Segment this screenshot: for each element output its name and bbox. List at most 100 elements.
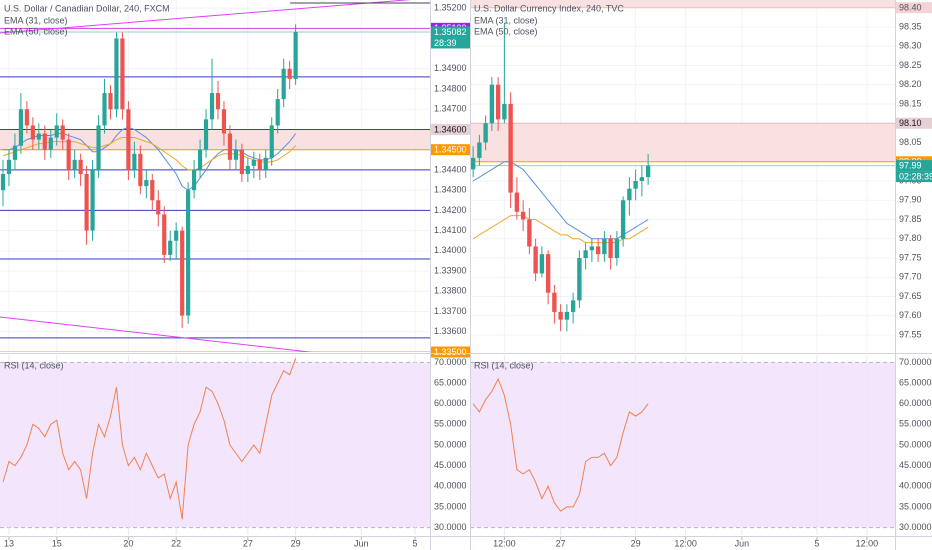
candle-body bbox=[614, 238, 620, 259]
rsi-tick-label: 55.0000 bbox=[434, 419, 467, 429]
countdown-tag bbox=[431, 37, 470, 49]
price-tag-label: 1.34500 bbox=[434, 145, 467, 155]
drawings bbox=[0, 0, 430, 352]
y-tick-label: 97.75 bbox=[899, 252, 922, 262]
y-tick-label: 1.33800 bbox=[434, 286, 467, 296]
candle-body bbox=[275, 99, 280, 126]
candle-body bbox=[239, 149, 244, 174]
price-tag bbox=[896, 160, 932, 172]
candle-body bbox=[502, 103, 507, 120]
candle-body bbox=[156, 200, 161, 215]
candle-body bbox=[639, 177, 645, 182]
candle-body bbox=[533, 246, 538, 274]
countdown-tag bbox=[896, 171, 932, 183]
rsi-tick-label: 60.0000 bbox=[434, 398, 467, 408]
zone bbox=[470, 123, 895, 162]
rsi-band bbox=[470, 362, 895, 528]
y-tick-label: 98.05 bbox=[899, 137, 922, 147]
candle-body bbox=[114, 38, 119, 110]
candle-body bbox=[30, 125, 35, 140]
candle-body bbox=[489, 84, 495, 124]
candle-body bbox=[12, 145, 18, 160]
candle-body bbox=[126, 109, 131, 170]
rsi-tick-label: 30.0000 bbox=[899, 522, 932, 532]
chart-title: U.S. Dollar / Canadian Dollar, 240, FXCM bbox=[4, 3, 170, 13]
axes: 12:00 27 29 12:00 Jun 5 12:00 98.35 98.30 98.25 98… bbox=[493, 2, 932, 548]
candle-body bbox=[215, 93, 221, 110]
x-tick-label: 27 bbox=[243, 538, 253, 548]
y-tick-label: 1.35200 bbox=[434, 2, 467, 12]
price-tag bbox=[431, 144, 470, 156]
rsi-tick-label: 65.0000 bbox=[899, 377, 932, 387]
candle-body bbox=[602, 238, 607, 255]
candle-body bbox=[495, 84, 501, 120]
candle-body bbox=[608, 238, 613, 259]
rsi-tick-label: 35.0000 bbox=[434, 501, 467, 511]
rsi-tick-label: 45.0000 bbox=[899, 460, 932, 470]
ema-line bbox=[2, 126, 297, 191]
rsi-tick-label: 45.0000 bbox=[434, 460, 467, 470]
candle-body bbox=[36, 133, 41, 140]
candle-body bbox=[227, 133, 233, 160]
y-tick-label: 1.34100 bbox=[434, 225, 467, 235]
rsi-tick-label: 50.0000 bbox=[899, 439, 932, 449]
y-tick-label: 97.80 bbox=[899, 233, 922, 243]
x-tick-label: 12:00 bbox=[493, 538, 516, 548]
candle-body bbox=[539, 254, 545, 274]
candle-body bbox=[620, 200, 626, 239]
legend-entry: RSI (14, close) bbox=[474, 360, 534, 370]
candle-body bbox=[24, 109, 29, 126]
price-tag-label: 1.33500 bbox=[434, 347, 467, 357]
candle-body bbox=[287, 68, 292, 79]
price-tag bbox=[896, 117, 932, 129]
x-tick-label: 15 bbox=[52, 538, 62, 548]
y-tick-label: 1.34000 bbox=[434, 245, 467, 255]
y-tick-label: 98.20 bbox=[899, 79, 922, 89]
y-tick-label: 1.34700 bbox=[434, 104, 467, 114]
y-tick-label: 1.33900 bbox=[434, 265, 467, 275]
legend-entry: EMA (31, close) bbox=[474, 15, 538, 25]
rsi-tick-label: 50.0000 bbox=[434, 439, 467, 449]
candle-body bbox=[251, 159, 256, 166]
y-tick-label: 97.55 bbox=[899, 329, 922, 339]
y-tick-label: 1.34200 bbox=[434, 205, 467, 215]
candle-body bbox=[192, 169, 197, 191]
price-tag-label: 98.40 bbox=[899, 3, 922, 13]
rsi-tick-label: 60.0000 bbox=[899, 398, 932, 408]
x-tick-label: Jun bbox=[354, 538, 369, 548]
trend-line bbox=[0, 316, 315, 352]
candle-body bbox=[558, 311, 563, 320]
y-tick-label: 98.15 bbox=[899, 98, 922, 108]
candle-body bbox=[54, 125, 59, 138]
candle-body bbox=[221, 109, 227, 134]
candle-body bbox=[48, 137, 53, 150]
candle-body bbox=[645, 165, 651, 178]
x-tick-label: 29 bbox=[291, 538, 301, 548]
x-tick-label: 20 bbox=[123, 538, 133, 548]
candle-body bbox=[263, 157, 268, 170]
candle-body bbox=[514, 192, 520, 212]
candle-body bbox=[66, 139, 71, 170]
candle-body bbox=[633, 181, 638, 189]
x-tick-label: Jun bbox=[735, 538, 750, 548]
x-tick-label: 27 bbox=[556, 538, 566, 548]
candle-body bbox=[132, 153, 137, 170]
y-tick-label: 1.34400 bbox=[434, 164, 467, 174]
chart-title: U.S. Dollar Currency Index, 240, TVC bbox=[474, 3, 624, 13]
price-tag bbox=[431, 346, 470, 358]
rsi-tick-label: 30.0000 bbox=[434, 522, 467, 532]
price-tag-label: 98.10 bbox=[899, 118, 922, 128]
price-tag-label: 97.99 bbox=[899, 160, 922, 170]
candle-body bbox=[508, 103, 513, 193]
candle-body bbox=[174, 230, 179, 241]
candle-body bbox=[78, 159, 83, 174]
rsi-tick-label: 40.0000 bbox=[899, 481, 932, 491]
main-plot bbox=[0, 0, 430, 352]
candle-body bbox=[477, 142, 482, 158]
rsi-tick-label: 40.0000 bbox=[434, 481, 467, 491]
y-tick-label: 97.85 bbox=[899, 214, 922, 224]
x-tick-label: 5 bbox=[814, 538, 819, 548]
candle-body bbox=[96, 125, 101, 170]
